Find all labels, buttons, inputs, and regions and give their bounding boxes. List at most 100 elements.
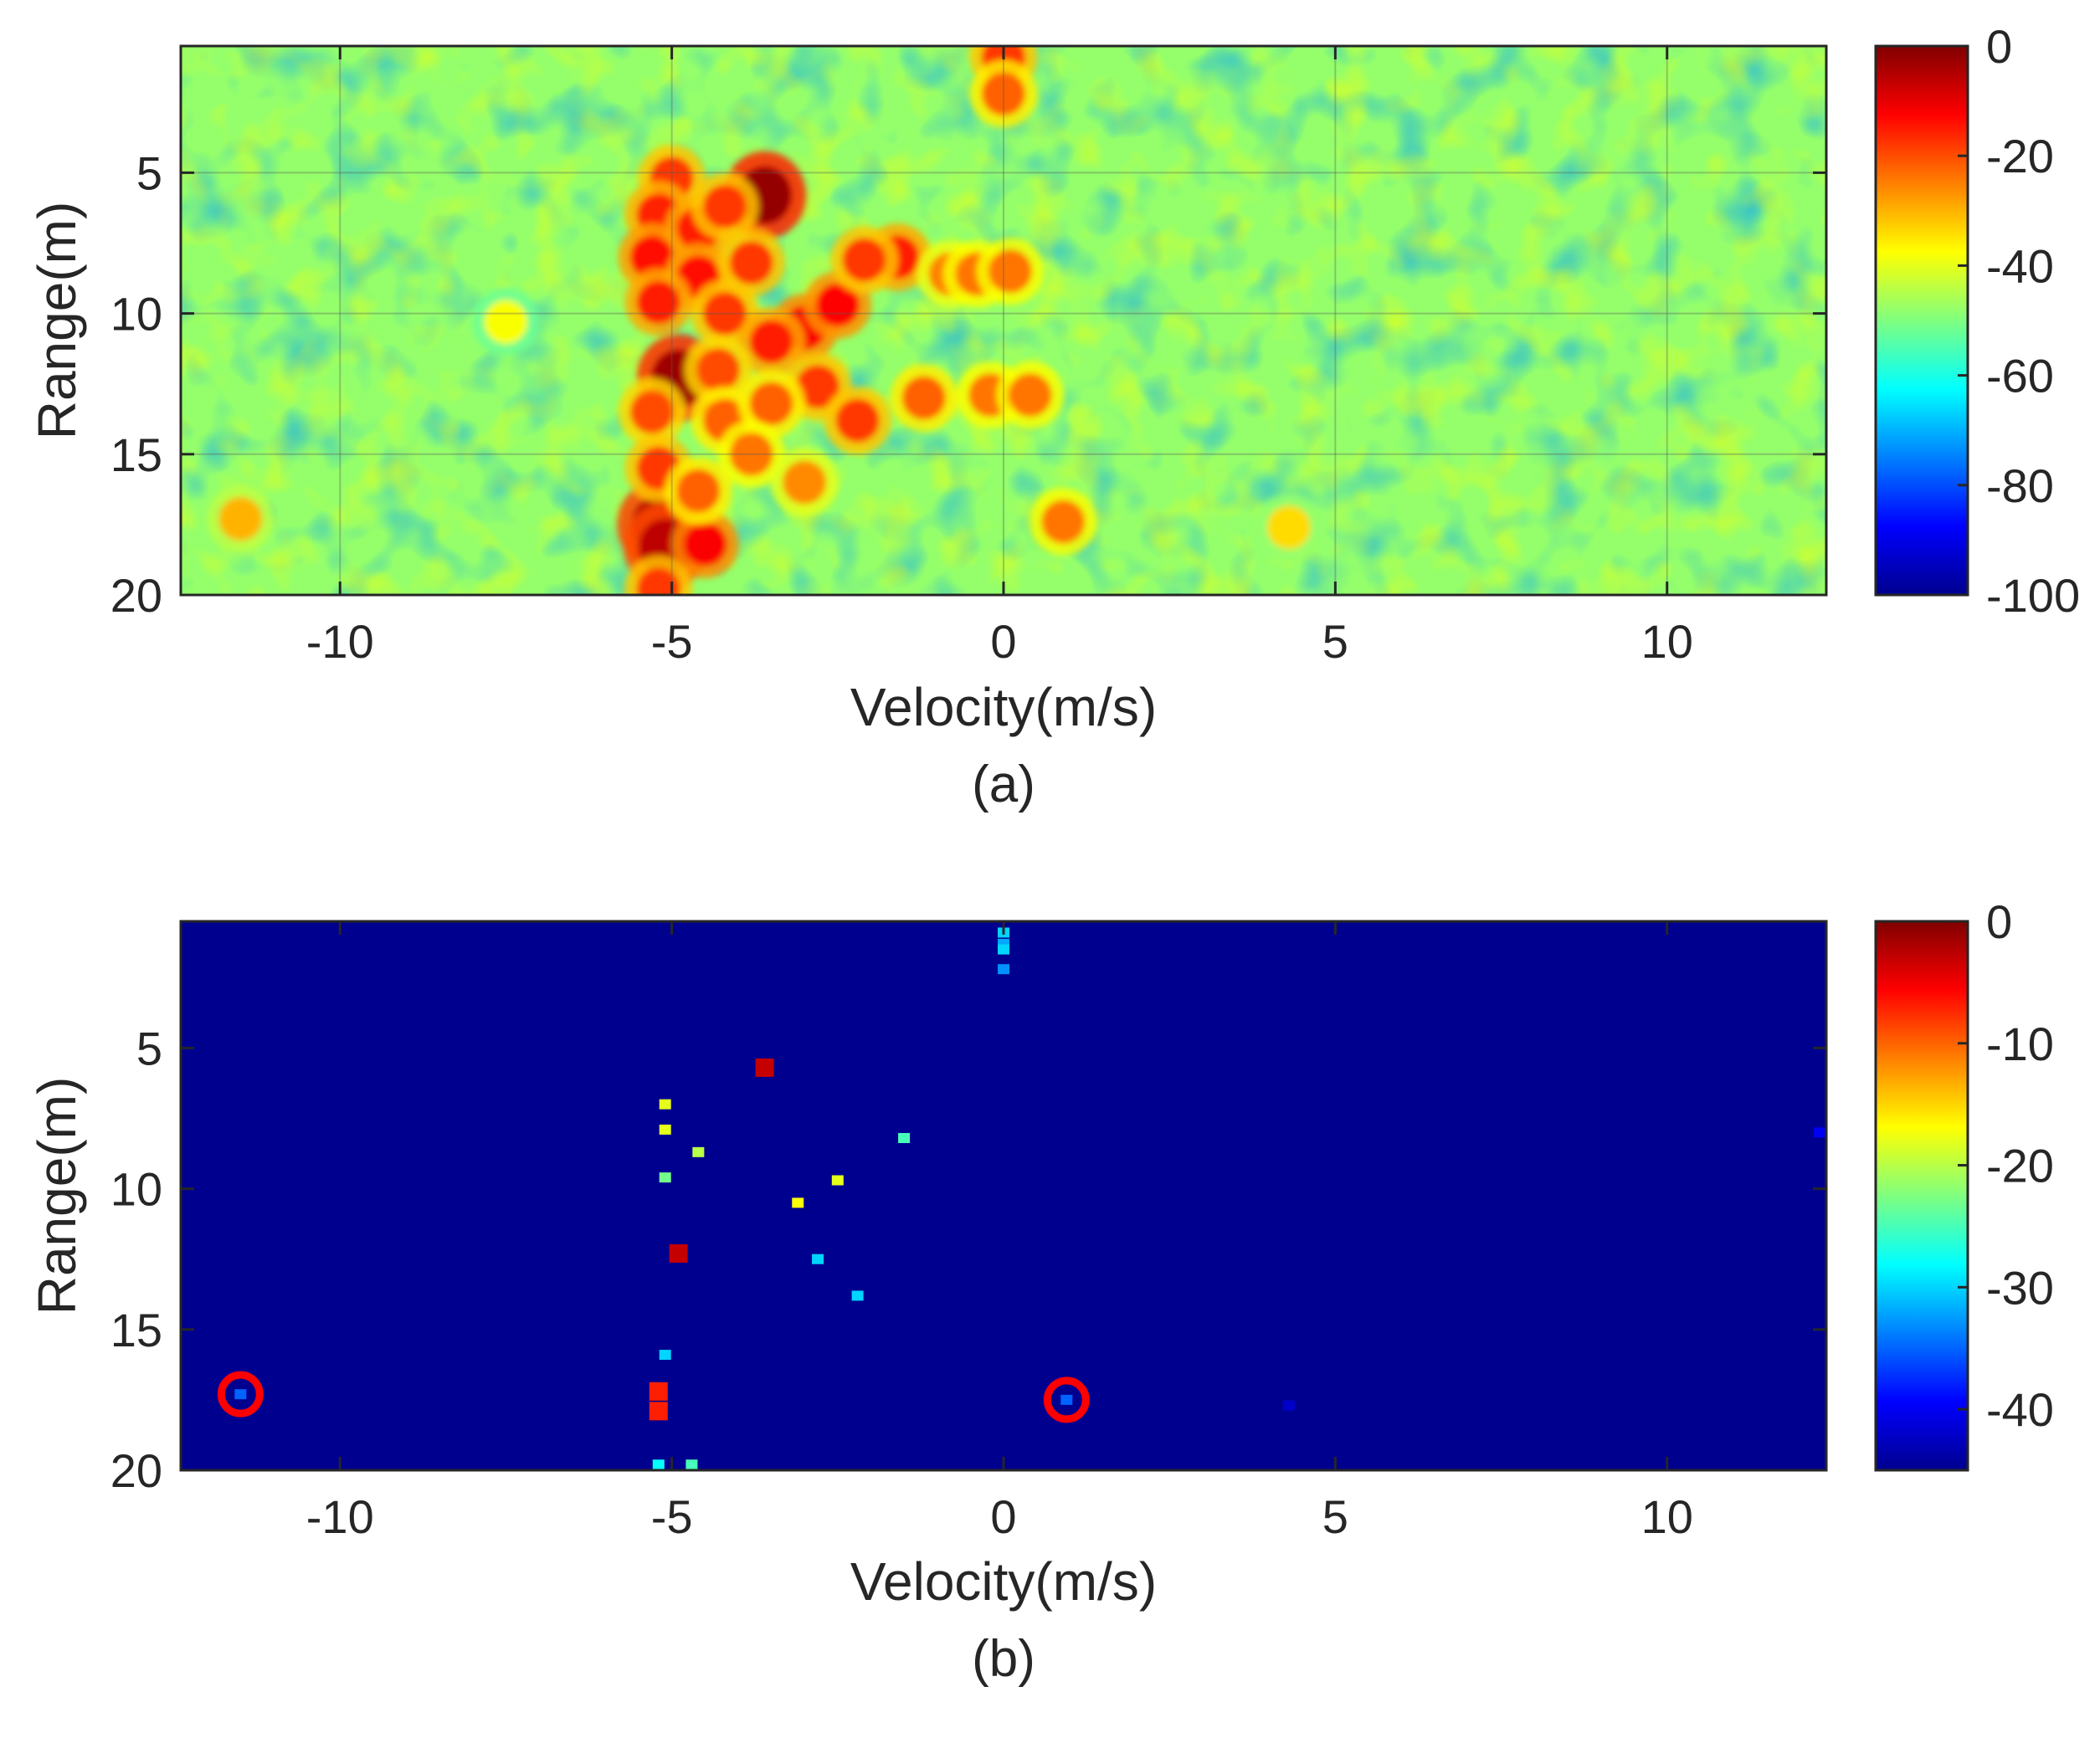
x-tick-label: 10 [1641,615,1693,668]
y-axis-label-a: Range(m) [27,202,87,440]
hotspot [703,291,747,336]
hotspot [815,283,860,327]
colorbar-tick-label: -30 [1986,1261,2054,1314]
x-tick-label: -5 [651,1490,693,1543]
hotspot [1008,373,1052,418]
hotspot [676,469,721,513]
target-circle [1043,1377,1090,1423]
detection [1282,1400,1295,1411]
detection [234,1389,247,1400]
x-axis-label-b: Velocity(m/s) [850,1551,1157,1612]
detection [659,1350,671,1361]
detection [649,1402,668,1421]
hotspot [629,390,674,434]
hotspot [835,398,880,443]
hotspot [982,72,1025,116]
detection [659,1172,671,1183]
hotspot [842,238,886,282]
colorbar-tick-label: -20 [1986,1140,2054,1192]
ticks-b: -10 -5 0 5 10 5 10 15 20 [110,921,1826,1543]
x-tick-label: 0 [990,1490,1016,1543]
detection [1060,1394,1073,1405]
colorbar-tick-label: 0 [1986,895,2012,948]
colorbar-tick-label: -80 [1986,459,2054,512]
hotspot [218,497,263,541]
y-tick-label: 20 [110,1444,162,1497]
hotspot [729,241,773,285]
hotspot [783,460,827,505]
detection [998,944,1009,955]
detection [851,1290,864,1301]
hotspot [629,235,674,279]
hotspot [729,432,773,476]
x-tick-label: -10 [306,1490,374,1543]
colorbar-tick-label: -10 [1986,1018,2054,1070]
colorbar-tick-label: 0 [1986,20,2012,73]
hotspot [749,320,793,364]
colorbar-gradient [1876,921,1968,1470]
colorbar-frame [1874,920,1969,1472]
hotspot [901,376,946,420]
colorbar-tick-label: -20 [1986,130,2054,182]
colorbar-a: 0 -20 -40 -60 -80 -100 [1874,20,2080,622]
hotspot [484,300,528,344]
x-tick-label: -10 [306,615,374,668]
hotspot [796,365,840,409]
x-tick-label: 10 [1641,1490,1693,1543]
detection [649,1382,668,1401]
colorbar-tick-label: -40 [1986,239,2054,292]
hotspot [636,567,680,595]
hotspot [749,382,793,426]
y-tick-label: 15 [110,428,162,481]
detection [998,964,1009,975]
target-circle [217,1371,264,1418]
y-tick-label: 10 [110,1163,162,1216]
y-tick-label: 10 [110,288,162,341]
y-tick-label: 5 [136,1022,162,1074]
hotspot [683,522,727,567]
colorbar-frame [1874,44,1969,597]
detection [685,1459,698,1470]
panel-label-b: (b) [972,1630,1035,1688]
colorbar-tick-label: -100 [1986,569,2080,622]
x-tick-label: 0 [990,615,1016,668]
ticks-a: -10 -5 0 5 10 5 10 15 20 [110,46,1826,668]
x-tick-label: -5 [651,615,693,668]
detection [898,1133,911,1144]
detection [1814,1127,1826,1138]
detection [659,1099,671,1110]
detection [792,1197,804,1208]
x-axis-label-a: Velocity(m/s) [850,677,1157,737]
detection [669,1243,688,1263]
x-tick-label: 5 [1322,615,1348,668]
detection [652,1459,665,1470]
y-tick-label: 15 [110,1304,162,1356]
y-axis-label-b: Range(m) [27,1077,87,1315]
colorbar-b: 0 -10 -20 -30 -40 [1874,895,2054,1472]
heatmap-a [181,46,1826,595]
hotspot [1041,500,1086,544]
hotspot [703,184,747,228]
hotspot [1266,505,1311,550]
panel-label-a: (a) [972,756,1035,813]
x-tick-label: 5 [1322,1490,1348,1543]
hotspot [988,249,1032,294]
detection [831,1175,844,1186]
colorbar-tick-label: -40 [1986,1383,2054,1436]
hotspot [636,280,680,325]
y-tick-label: 5 [136,146,162,199]
detection [755,1058,774,1077]
detection [659,1124,671,1135]
heatmap-background-b [181,921,1826,1470]
detection [812,1254,824,1264]
detection [692,1146,705,1157]
hotspot [696,347,741,392]
colorbar-gradient [1876,46,1968,595]
noise-texture-warm [181,46,1826,595]
y-tick-label: 20 [110,569,162,622]
colorbar-tick-label: -60 [1986,350,2054,402]
heatmap-b [181,921,1826,1470]
